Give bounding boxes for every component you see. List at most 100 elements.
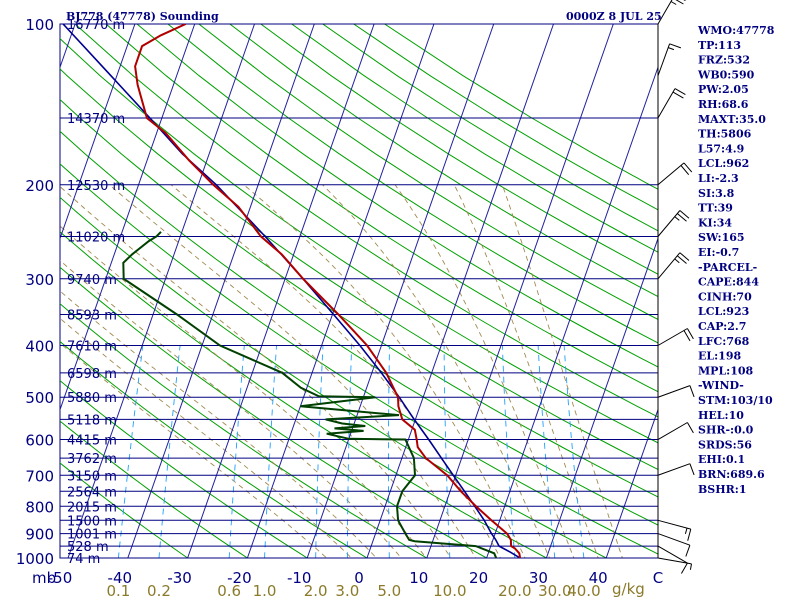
wind-barb-half <box>674 258 680 264</box>
mixing-ratio-labels: 0.1 0.2 0.6 1.0 2.0 3.0 5.0 10.0 20.0 30.040.0 <box>106 582 600 600</box>
index-item: LI:-2.3 <box>698 172 739 185</box>
mixing-ratio-tick-label: 3.0 <box>335 582 359 600</box>
wind-barb <box>657 385 695 398</box>
isotherm-line <box>127 24 315 558</box>
index-item: SI:3.8 <box>698 187 735 200</box>
wind-barb-flag <box>675 0 684 5</box>
mixing-ratio-tick-label: 0.2 <box>147 582 171 600</box>
index-item: SHR-:0.0 <box>698 424 754 437</box>
moist-adiabat-line <box>60 185 452 558</box>
wind-barb-flag <box>683 162 693 173</box>
temperature-tick-label: -10 <box>287 569 312 587</box>
height-label: 1001 m <box>67 528 117 543</box>
height-labels: 16770 m 14370 m 12530 m 11020 m 9740 m 8593 m… <box>67 18 125 567</box>
mixing-ratio-tick-label: 20.0 <box>498 582 531 600</box>
height-label: 74 m <box>67 552 100 567</box>
height-label: 16770 m <box>67 18 125 33</box>
sounding-datetime: 0000Z 8 JUL 25 <box>566 10 662 23</box>
index-item: MAXT:35.0 <box>698 113 766 126</box>
mixing-ratio-unit-label: g/kg <box>612 580 645 598</box>
wind-barb-staff <box>657 210 681 237</box>
wind-barb-flag <box>680 562 688 574</box>
pressure-tick-label: 700 <box>25 467 54 485</box>
height-label: 9740 m <box>67 273 117 288</box>
wind-barb-staff <box>657 162 685 186</box>
isobars <box>60 23 658 559</box>
dry-adiabat-line <box>74 24 658 418</box>
temperature-tick-label: C <box>653 569 663 587</box>
index-item: CAPE:844 <box>698 276 759 289</box>
wind-barb-staff <box>657 422 688 440</box>
isotherm-line <box>0 24 15 558</box>
index-item: PW:2.05 <box>698 83 749 96</box>
moist-adiabat-line <box>109 184 477 558</box>
wind-barb-half <box>689 563 692 570</box>
wind-barb-half <box>684 527 688 535</box>
height-label: 4415 m <box>67 434 117 449</box>
height-label: 6598 m <box>67 367 117 382</box>
pressure-unit-label: mb <box>32 569 56 587</box>
moist-adiabat-line <box>60 342 328 558</box>
index-item: KI:34 <box>698 216 732 229</box>
dry-adiabat-line <box>60 37 658 444</box>
dry-adiabat-line <box>60 130 658 526</box>
dry-adiabat-line <box>60 196 608 558</box>
parcel-trace <box>62 24 521 558</box>
wind-barb <box>657 252 690 280</box>
mixing-ratio-line <box>563 345 585 558</box>
pressure-tick-label: 800 <box>25 498 54 516</box>
isotherms <box>0 24 658 558</box>
wind-barb-flag <box>686 328 694 340</box>
wind-barb-staff <box>657 252 681 280</box>
index-item: CAP:2.7 <box>698 320 746 333</box>
dry-adiabat-line <box>60 462 189 558</box>
wind-barb <box>657 545 688 574</box>
wind-barb <box>657 557 692 570</box>
wind-barb-half <box>668 47 675 51</box>
isotherm-line <box>67 24 255 558</box>
index-item: BRN:689.6 <box>698 468 765 481</box>
mixing-ratio-line <box>117 345 144 558</box>
height-label: 5118 m <box>67 413 117 428</box>
dry-adiabat-line <box>198 24 658 321</box>
height-label: 2564 m <box>67 485 117 500</box>
mixing-ratio-tick-label: 5.0 <box>377 582 401 600</box>
wind-barb-flag <box>683 330 691 342</box>
moist-adiabats <box>60 184 623 558</box>
wind-barb-staff <box>657 0 673 25</box>
dry-adiabat-line <box>60 340 368 558</box>
temperature-tick-label: -50 <box>48 569 73 587</box>
wind-barb-flag <box>672 91 684 99</box>
temperature-tick-label: 10 <box>409 569 428 587</box>
wind-barb <box>657 519 692 541</box>
dry-adiabat-line <box>60 303 428 558</box>
moist-adiabat-line <box>322 184 550 558</box>
wind-barb-flag <box>689 463 695 476</box>
wind-barb-flag <box>674 88 686 96</box>
wind-barb-flag <box>680 165 690 176</box>
index-item: RH:68.6 <box>698 98 749 111</box>
dry-adiabat-line <box>60 266 488 558</box>
moist-adiabat-line <box>243 184 526 558</box>
wind-barb-half <box>670 1 677 5</box>
height-label: 8593 m <box>67 309 117 324</box>
wind-barb <box>657 210 690 237</box>
mixing-ratio-line <box>228 345 245 558</box>
isotherm-line <box>60 24 136 240</box>
wind-barb-staff <box>657 557 692 565</box>
isotherm-line <box>545 236 658 558</box>
moist-adiabat-line <box>501 184 623 558</box>
moist-adiabat-line <box>170 184 502 558</box>
wind-barb <box>657 43 682 76</box>
index-item: -PARCEL- <box>698 261 757 274</box>
wind-barb <box>657 88 686 119</box>
temperature-labels: -50 -40 -30 -20 -10 0 10 20 30 40 C <box>48 569 663 587</box>
wind-barb-flag <box>685 545 691 557</box>
index-item: L57:4.9 <box>698 142 744 155</box>
moist-adiabat-line <box>60 317 353 558</box>
pressure-tick-label: 500 <box>25 389 54 407</box>
height-label: 3762 m <box>67 452 117 467</box>
index-item: LCL:962 <box>698 157 749 170</box>
wind-barb-staff <box>657 43 671 76</box>
moist-adiabat-line <box>453 184 599 558</box>
